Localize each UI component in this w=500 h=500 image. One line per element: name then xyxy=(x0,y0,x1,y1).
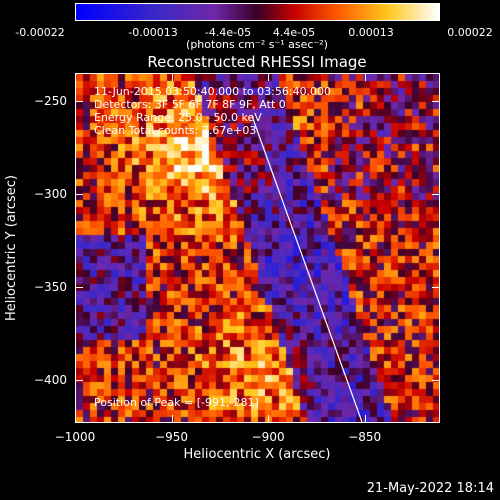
colorbar-units: (photons cm⁻² s⁻¹ asec⁻²) xyxy=(186,38,328,51)
y-tick-mark xyxy=(432,380,440,382)
colorbar-tick: -4.4e-05 xyxy=(204,26,252,39)
x-tick-mark xyxy=(364,415,366,423)
plot-title: Reconstructed RHESSI Image xyxy=(147,53,367,71)
x-tick-mark xyxy=(75,73,76,81)
y-tick-label: −300 xyxy=(34,187,67,201)
colorbar-tick: 0.00013 xyxy=(348,26,394,39)
y-tick-mark xyxy=(432,100,440,102)
colorbar-tick: 4.4e-05 xyxy=(272,26,316,39)
energy-range-text: Energy Range: 25.0 - 50.0 keV xyxy=(94,111,262,124)
time-range-text: 11-Jun-2015 03:50:40.000 to 03:56:40.000 xyxy=(94,85,332,98)
detectors-text: Detectors: 3F 5F 6F 7F 8F 9F, Att 0 xyxy=(94,98,286,111)
x-tick-mark xyxy=(171,73,173,81)
y-tick-label: −400 xyxy=(34,373,67,388)
colorbar-tick: 0.00022 xyxy=(447,26,493,39)
y-tick-label: −250 xyxy=(34,93,67,108)
y-axis-label: Heliocentric Y (arcsec) xyxy=(4,175,19,321)
x-tick-mark xyxy=(268,73,270,81)
peak-position-text: Position of Peak = [-991,-281] xyxy=(94,396,259,409)
image-plot: 11-Jun-2015 03:50:40.000 to 03:56:40.000… xyxy=(75,73,440,423)
x-tick-label: −1000 xyxy=(54,430,96,444)
y-tick-mark xyxy=(75,287,83,289)
y-tick-mark xyxy=(432,287,440,289)
x-tick-mark xyxy=(171,415,173,423)
solar-limb-overlay xyxy=(251,115,363,422)
x-tick-label: −950 xyxy=(155,430,189,444)
y-tick-mark xyxy=(75,100,83,102)
colorbar-tick: -0.00013 xyxy=(128,26,178,39)
y-tick-label: −350 xyxy=(34,280,67,295)
x-tick-mark xyxy=(364,73,366,81)
x-axis-label: Heliocentric X (arcsec) xyxy=(183,447,331,462)
y-tick-mark xyxy=(75,194,83,195)
timestamp: 21-May-2022 18:14 xyxy=(366,481,494,496)
x-tick-label: −900 xyxy=(251,430,285,444)
x-tick-mark xyxy=(75,415,76,423)
x-tick-mark xyxy=(268,415,270,423)
counts-text: Clean Total counts: 7.67e+03 xyxy=(94,124,257,137)
colorbar xyxy=(75,3,440,21)
y-tick-mark xyxy=(432,194,440,195)
x-tick-label: −850 xyxy=(348,430,382,444)
y-tick-mark xyxy=(75,380,83,382)
solar-limb-line xyxy=(251,115,363,422)
colorbar-tick: -0.00022 xyxy=(15,26,65,39)
